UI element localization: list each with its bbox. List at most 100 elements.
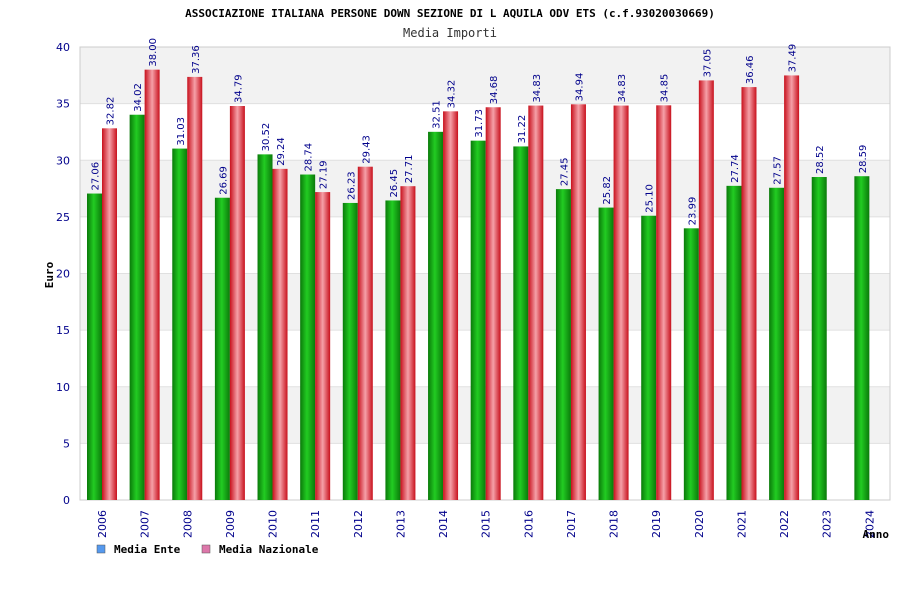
bar-value-label: 37.49 bbox=[788, 44, 799, 73]
bar-media-nazionale bbox=[400, 186, 416, 500]
x-tick-label: 2011 bbox=[309, 510, 322, 538]
bar-media-ente bbox=[769, 187, 785, 500]
y-tick-label: 15 bbox=[56, 324, 70, 337]
bar-media-nazionale bbox=[357, 166, 373, 500]
y-tick-label: 20 bbox=[56, 268, 70, 281]
bar-value-label: 25.10 bbox=[645, 184, 656, 213]
bar-media-ente bbox=[257, 154, 273, 500]
y-axis-ticks: 0 5 10 15 20 25 30 35 40 bbox=[56, 41, 70, 507]
bar-media-ente bbox=[641, 215, 657, 500]
x-tick-label: 2012 bbox=[352, 510, 365, 538]
legend: Media Ente Media Nazionale bbox=[96, 543, 319, 556]
x-tick-label: 2018 bbox=[608, 510, 621, 538]
bar-media-ente bbox=[470, 140, 486, 500]
y-tick-label: 40 bbox=[56, 41, 70, 54]
bar-media-ente bbox=[811, 177, 827, 501]
bar-media-nazionale bbox=[187, 76, 203, 500]
bar-media-ente bbox=[342, 202, 358, 500]
bar-media-nazionale bbox=[656, 105, 672, 500]
value-labels: 27.06 34.02 31.03 26.69 30.52 28.74 26.23 26.45… bbox=[91, 38, 869, 225]
x-tick-label: 2024 bbox=[863, 510, 876, 538]
bar-media-nazionale bbox=[784, 75, 800, 500]
x-axis-ticks: 2006 2007 2008 2009 2010 2011 2012 2013 2014 2015… bbox=[96, 510, 876, 538]
bar-value-label: 27.74 bbox=[730, 154, 741, 183]
bar-value-label: 32.82 bbox=[106, 97, 117, 126]
bar-value-label: 23.99 bbox=[687, 197, 698, 226]
y-tick-label: 0 bbox=[63, 494, 70, 507]
bar-value-label: 28.59 bbox=[858, 145, 869, 174]
bar-value-label: 31.03 bbox=[176, 117, 187, 146]
bar-value-label: 34.32 bbox=[447, 80, 458, 109]
bar-value-label: 34.85 bbox=[660, 74, 671, 103]
bar-media-nazionale bbox=[315, 192, 331, 501]
bar-media-nazionale bbox=[229, 106, 245, 501]
bar-value-label: 31.22 bbox=[517, 115, 528, 144]
y-tick-label: 30 bbox=[56, 154, 70, 167]
x-tick-label: 2020 bbox=[693, 510, 706, 538]
bar-value-label: 37.36 bbox=[191, 45, 202, 74]
chart-subtitle: Media Importi bbox=[403, 26, 497, 40]
bar-media-nazionale bbox=[613, 105, 629, 501]
x-tick-label: 2021 bbox=[735, 510, 748, 538]
bar-media-nazionale bbox=[485, 107, 501, 501]
bar-value-label: 34.02 bbox=[133, 83, 144, 112]
bar-value-label: 26.45 bbox=[389, 169, 400, 198]
x-tick-label: 2010 bbox=[267, 510, 280, 538]
x-tick-label: 2014 bbox=[437, 510, 450, 538]
bar-value-label: 34.94 bbox=[574, 73, 585, 102]
bar-media-ente bbox=[87, 193, 102, 500]
bar-value-label: 37.05 bbox=[702, 49, 713, 78]
bar-value-label: 25.82 bbox=[602, 176, 613, 205]
x-axis-label: Anno bbox=[863, 528, 890, 541]
x-tick-label: 2015 bbox=[480, 510, 493, 538]
x-tick-label: 2009 bbox=[224, 510, 237, 538]
bar-value-label: 28.74 bbox=[304, 143, 315, 172]
bar-value-label: 38.00 bbox=[148, 38, 159, 67]
bar-media-ente bbox=[214, 197, 230, 500]
bar-value-label: 27.71 bbox=[404, 155, 415, 184]
y-tick-label: 25 bbox=[56, 211, 70, 224]
legend-swatch bbox=[96, 544, 106, 554]
bar-media-ente bbox=[598, 207, 614, 500]
bar-value-label: 27.19 bbox=[319, 160, 330, 189]
bars bbox=[87, 69, 870, 501]
bar-media-ente bbox=[428, 131, 444, 500]
bar-value-label: 31.73 bbox=[474, 109, 485, 138]
bar-media-ente bbox=[726, 185, 742, 501]
bar-value-label: 27.45 bbox=[559, 157, 570, 186]
bar-media-ente bbox=[513, 146, 529, 500]
bar-value-label: 34.83 bbox=[617, 74, 628, 103]
bar-media-nazionale bbox=[443, 111, 459, 501]
bar-media-ente bbox=[555, 189, 571, 500]
bar-media-nazionale bbox=[102, 128, 117, 500]
y-axis-label: Euro bbox=[43, 261, 56, 288]
bar-value-label: 34.79 bbox=[233, 74, 244, 103]
bar-media-nazionale bbox=[570, 104, 586, 500]
bar-media-nazionale bbox=[528, 105, 544, 501]
bar-value-label: 26.23 bbox=[346, 171, 357, 200]
x-tick-label: 2007 bbox=[139, 510, 152, 538]
x-tick-label: 2023 bbox=[821, 510, 834, 538]
bar-value-label: 34.83 bbox=[532, 74, 543, 103]
x-tick-label: 2022 bbox=[778, 510, 791, 538]
x-tick-label: 2006 bbox=[96, 510, 109, 538]
bar-media-nazionale bbox=[741, 87, 757, 500]
bar-value-label: 27.06 bbox=[91, 162, 102, 191]
y-tick-label: 10 bbox=[56, 381, 70, 394]
bar-value-label: 36.46 bbox=[745, 55, 756, 84]
bar-value-label: 27.57 bbox=[773, 156, 784, 185]
x-tick-label: 2008 bbox=[181, 510, 194, 538]
bar-value-label: 30.52 bbox=[261, 123, 272, 152]
chart-title: ASSOCIAZIONE ITALIANA PERSONE DOWN SEZIO… bbox=[185, 7, 715, 20]
bar-media-ente bbox=[129, 114, 145, 500]
bar-value-label: 32.51 bbox=[432, 100, 443, 129]
legend-label: Media Nazionale bbox=[219, 543, 319, 556]
y-tick-label: 5 bbox=[63, 437, 70, 450]
bar-media-ente bbox=[683, 228, 699, 501]
bar-media-ente bbox=[172, 148, 188, 500]
bar-value-label: 26.69 bbox=[218, 166, 229, 195]
bar-media-ente bbox=[300, 174, 316, 500]
bar-media-nazionale bbox=[698, 80, 714, 500]
x-tick-label: 2017 bbox=[565, 510, 578, 538]
